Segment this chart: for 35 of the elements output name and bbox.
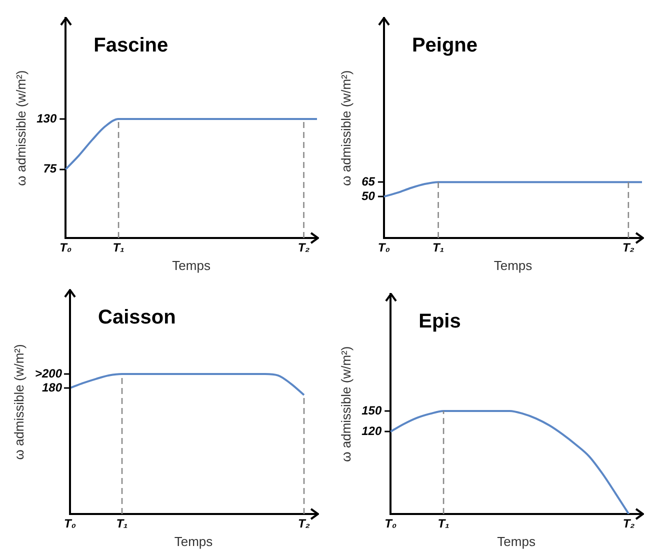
text: >200 (34, 366, 62, 380)
chart-title: Caisson (98, 306, 176, 329)
x-tick-label: T₀ (60, 240, 72, 255)
y-tick-label: 75 (43, 162, 57, 176)
line-series (390, 410, 630, 514)
line-series (64, 118, 318, 170)
x-tick-label: T₀ (378, 240, 390, 255)
y-axis-title: ω admissible (w/m²) (12, 344, 27, 460)
x-tick-label: T₂ (622, 240, 635, 255)
y-tick-label: 50 (362, 188, 376, 203)
annotation: 180 (42, 380, 62, 394)
x-axis-title: Temps (494, 258, 533, 273)
x-axis-title: Temps (174, 534, 214, 549)
x-axis-title: Temps (172, 258, 211, 273)
y-tick-label: 150 (362, 403, 382, 418)
x-tick-label: T₂ (622, 516, 636, 531)
text: Epis (418, 310, 461, 333)
text: Peigne (412, 34, 478, 57)
y-axis-title: ω admissible (w/m²) (338, 346, 354, 462)
text: Fascine (94, 34, 168, 57)
y-tick-label: 65 (362, 174, 376, 188)
x-tick-label: T₁ (438, 516, 450, 531)
y-tick-label: 130 (36, 111, 57, 126)
line-series (382, 181, 643, 198)
x-tick-label: T₁ (432, 240, 444, 255)
x-tick-label: T₁ (112, 240, 124, 255)
x-tick-label: T₁ (116, 516, 128, 531)
y-axis-title: ω admissible (w/m²) (338, 70, 354, 186)
x-tick-label: T₀ (384, 516, 397, 531)
y-axis-title: ω admissible (w/m²) (13, 70, 28, 186)
x-tick-label: T₂ (298, 516, 310, 531)
x-axis-title: Temps (497, 534, 536, 549)
y-tick-label: 120 (362, 424, 382, 438)
x-tick-label: T₀ (64, 516, 76, 531)
x-tick-label: T₂ (298, 240, 310, 255)
